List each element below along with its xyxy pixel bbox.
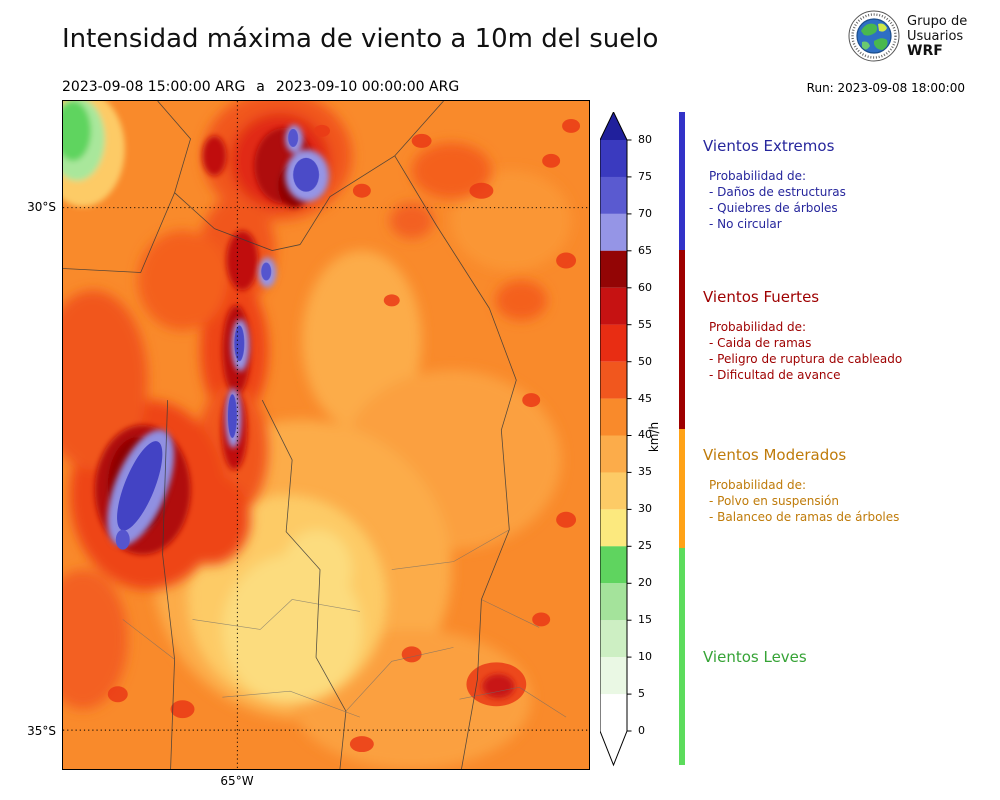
colorbar-tick: 15 [638, 613, 652, 626]
legend-vientos-moderados: Vientos Moderados Probabilidad de: - Pol… [703, 446, 993, 525]
colorbar-tick: 65 [638, 244, 652, 257]
colorbar-tick: 5 [638, 687, 645, 700]
effect-item: - Daños de estructuras [709, 185, 846, 199]
colorbar-tick: 45 [638, 392, 652, 405]
lat-label-30s: 30°S [27, 200, 56, 214]
globe-logo-icon [848, 10, 900, 62]
extreme-wind-blue-cores [115, 128, 320, 550]
category-bar-extremos [679, 112, 685, 250]
colorbar-tick: 35 [638, 465, 652, 478]
logo-line-2: Usuarios [907, 28, 964, 44]
colorbar-over-arrow [600, 112, 627, 140]
category-bar-fuertes [679, 250, 685, 429]
effect-item: - Balanceo de ramas de árboles [709, 510, 900, 524]
colorbar-tick: 10 [638, 650, 652, 663]
effect-item: - Dificultad de avance [709, 368, 841, 382]
colorbar-tick: 60 [638, 281, 652, 294]
colorbar-tick: 55 [638, 318, 652, 331]
legend-category-title: Vientos Leves [703, 648, 807, 666]
department-borders [122, 529, 567, 718]
legend-category-body: Probabilidad de: - Caida de ramas - Peli… [703, 319, 993, 383]
colorbar-tick: 0 [638, 724, 645, 737]
colorbar-tick-marks [627, 139, 632, 732]
effect-item: - Caida de ramas [709, 336, 812, 350]
period-separator: a [256, 79, 265, 95]
period-end: 2023-09-10 00:00:00 ARG [275, 79, 460, 95]
colorbar-tick: 30 [638, 502, 652, 515]
legend-vientos-fuertes: Vientos Fuertes Probabilidad de: - Caida… [703, 288, 993, 383]
wind-field-graphic [63, 101, 589, 769]
bottom-right-red-patch [482, 674, 515, 699]
valid-period: 2023-09-08 15:00:00 ARG a 2023-09-10 00:00… [62, 79, 459, 95]
colorbar: 80 75 70 65 60 55 50 45 40 35 30 25 20 1… [600, 112, 690, 772]
colorbar-tick: 50 [638, 355, 652, 368]
wind-intensity-map [62, 100, 590, 770]
legend-category-title: Vientos Extremos [703, 137, 835, 155]
probability-label: Probabilidad de: [709, 478, 807, 492]
colorbar-tick: 80 [638, 133, 652, 146]
wrf-user-group-logo: Grupo de Usuarios WRF [848, 10, 967, 62]
probability-label: Probabilidad de: [709, 169, 807, 183]
legend-category-body: Probabilidad de: - Polvo en suspensión -… [703, 477, 993, 525]
colorbar-tick: 25 [638, 539, 652, 552]
colorbar-tick: 40 [638, 428, 652, 441]
effect-item: - No circular [709, 217, 782, 231]
scattered-red-speckles [107, 118, 581, 753]
legend-category-body: Probabilidad de: - Daños de estructuras … [703, 168, 993, 232]
legend-vientos-extremos: Vientos Extremos Probabilidad de: - Daño… [703, 137, 993, 232]
page-title: Intensidad máxima de viento a 10m del su… [62, 24, 659, 54]
legend-vientos-leves: Vientos Leves [703, 648, 993, 679]
period-start: 2023-09-08 15:00:00 ARG [62, 79, 246, 95]
category-bar-leves [679, 548, 685, 765]
effect-item: - Quiebres de árboles [709, 201, 838, 215]
run-timestamp: Run: 2023-09-08 18:00:00 [806, 81, 965, 95]
probability-label: Probabilidad de: [709, 320, 807, 334]
colorbar-tick: 20 [638, 576, 652, 589]
colorbar-graphic [600, 112, 632, 767]
effect-item: - Peligro de ruptura de cableado [709, 352, 903, 366]
lat-label-35s: 35°S [27, 724, 56, 738]
logo-line-1: Grupo de [907, 13, 968, 29]
lon-label-65w: 65°W [220, 774, 254, 788]
colorbar-tick: 70 [638, 207, 652, 220]
effect-item: - Polvo en suspensión [709, 494, 839, 508]
category-bar-moderados [679, 429, 685, 548]
colorbar-unit-label: km/h [647, 421, 661, 453]
logo-line-wrf: WRF [907, 42, 943, 59]
legend-category-title: Vientos Moderados [703, 446, 847, 464]
colorbar-tick: 75 [638, 170, 652, 183]
legend-category-title: Vientos Fuertes [703, 288, 820, 306]
green-calm-patch-northwest [63, 101, 125, 207]
logo-text: Grupo de Usuarios WRF [907, 14, 967, 59]
colorbar-under-arrow [600, 731, 627, 765]
